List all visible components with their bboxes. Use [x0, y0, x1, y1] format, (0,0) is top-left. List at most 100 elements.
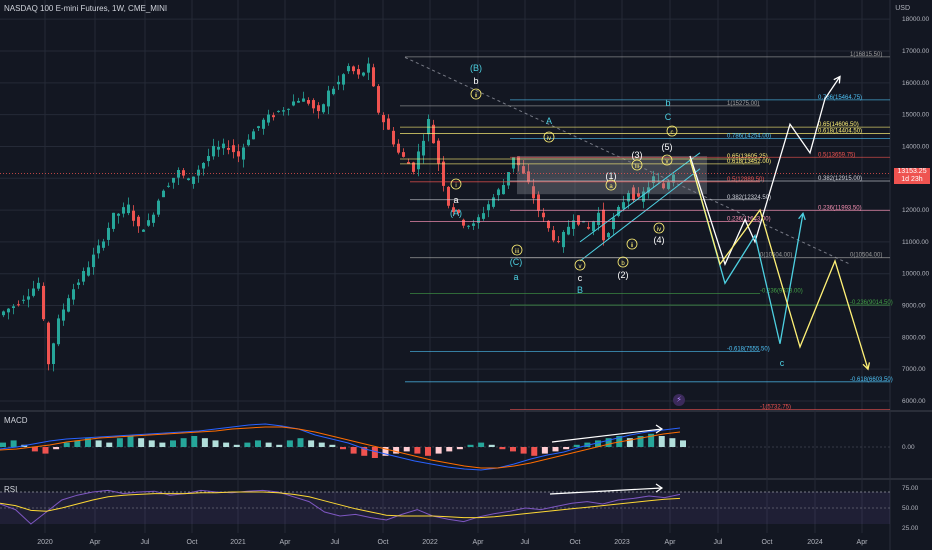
macd-histogram-bar — [499, 447, 506, 450]
candle — [177, 170, 180, 178]
x-tick-label: 2022 — [422, 539, 438, 546]
candle — [502, 185, 505, 195]
fib-level-label: 0.5(12889.50) — [727, 177, 764, 183]
wave-label: (1) — [606, 171, 617, 181]
candle — [372, 67, 375, 87]
x-tick-label: Oct — [570, 539, 581, 546]
candle — [342, 74, 345, 85]
candle — [87, 267, 90, 276]
macd-histogram-bar — [531, 447, 538, 456]
macd-histogram-bar — [658, 436, 665, 447]
candle — [632, 187, 635, 200]
macd-histogram-bar — [159, 442, 166, 447]
x-tick-label: Oct — [762, 539, 773, 546]
projection-arrowhead — [862, 362, 871, 371]
rsi-ma-line — [0, 491, 681, 519]
candle — [152, 214, 155, 223]
channel-line-lower — [579, 168, 701, 262]
candle — [597, 212, 600, 225]
wave-label: iii — [515, 249, 519, 255]
candle — [7, 308, 10, 313]
macd-histogram-bar — [286, 440, 293, 447]
candle — [647, 187, 650, 193]
wave-label-ring — [470, 88, 482, 100]
lightning-icon[interactable]: ⚡ — [673, 394, 685, 406]
candle — [592, 221, 595, 232]
candle — [417, 151, 420, 170]
candle — [267, 114, 270, 123]
macd-histogram-bar — [223, 442, 230, 447]
x-tick-label: Apr — [665, 539, 677, 546]
candle — [97, 245, 100, 254]
price-tick-label: 10000.00 — [902, 271, 929, 278]
candle — [532, 186, 535, 199]
candle — [57, 318, 60, 345]
macd-histogram-bar — [446, 447, 453, 452]
wave-label: A — [546, 116, 552, 126]
candle — [22, 299, 25, 301]
wave-label-ring — [653, 222, 665, 234]
wave-label-ring — [511, 244, 523, 256]
candle — [277, 110, 280, 112]
candle — [347, 66, 350, 72]
candle — [302, 98, 305, 102]
wave-label: v — [666, 159, 669, 165]
macd-histogram-bar — [127, 436, 134, 447]
candle — [167, 185, 170, 187]
candle — [522, 166, 525, 174]
macd-histogram-bar — [95, 440, 102, 447]
candle — [587, 227, 590, 229]
candle — [62, 309, 65, 321]
candle — [297, 100, 300, 103]
candle — [352, 66, 355, 72]
fib-level-label: -0.618(6603.50) — [850, 377, 893, 383]
candle — [402, 152, 405, 157]
macd-histogram-bar — [0, 442, 6, 447]
candle — [82, 271, 85, 282]
wave-label: c — [780, 358, 785, 368]
fib-level-label: 0.382(12915.00) — [818, 176, 862, 182]
x-tick-label: Apr — [857, 539, 869, 546]
candle — [222, 143, 225, 149]
candle — [142, 229, 145, 232]
wave-label: C — [665, 112, 672, 122]
wave-label: (3) — [632, 150, 643, 160]
x-tick-label: Jul — [714, 539, 723, 546]
candle — [107, 227, 110, 240]
wave-label: (2) — [618, 270, 629, 280]
x-tick-label: Apr — [473, 539, 485, 546]
rsi-tick-label: 50.00 — [902, 505, 919, 512]
macd-histogram-bar — [382, 447, 389, 456]
candle — [127, 204, 130, 214]
wave-label: B — [577, 285, 583, 295]
candle — [327, 90, 330, 107]
macd-histogram-bar — [626, 438, 633, 447]
candle — [147, 220, 150, 226]
macd-histogram-bar — [552, 447, 559, 452]
wave-label-ring — [626, 238, 638, 250]
wave-label-ring — [574, 259, 586, 271]
price-tick-label: 11000.00 — [902, 239, 929, 246]
candle — [307, 100, 310, 104]
candle — [622, 202, 625, 209]
macd-histogram-bar — [541, 447, 548, 454]
candle — [27, 296, 30, 300]
candle — [617, 206, 620, 216]
candle — [377, 86, 380, 113]
macd-histogram-bar — [53, 447, 60, 450]
candle — [557, 241, 560, 243]
candle — [457, 209, 460, 213]
candle — [17, 304, 20, 306]
macd-histogram-bar — [42, 447, 49, 454]
macd-histogram-bar — [170, 440, 176, 447]
price-tick-label: 8000.00 — [902, 334, 926, 341]
macd-histogram-bar — [340, 447, 346, 450]
fib-level-label: 0.236(11993.50) — [818, 205, 862, 211]
wave-label: a — [453, 195, 458, 205]
macd-histogram-bar — [563, 447, 570, 450]
macd-histogram-bar — [31, 447, 38, 452]
wave-label: a — [513, 272, 518, 282]
macd-line — [0, 423, 681, 471]
candle — [547, 220, 550, 229]
